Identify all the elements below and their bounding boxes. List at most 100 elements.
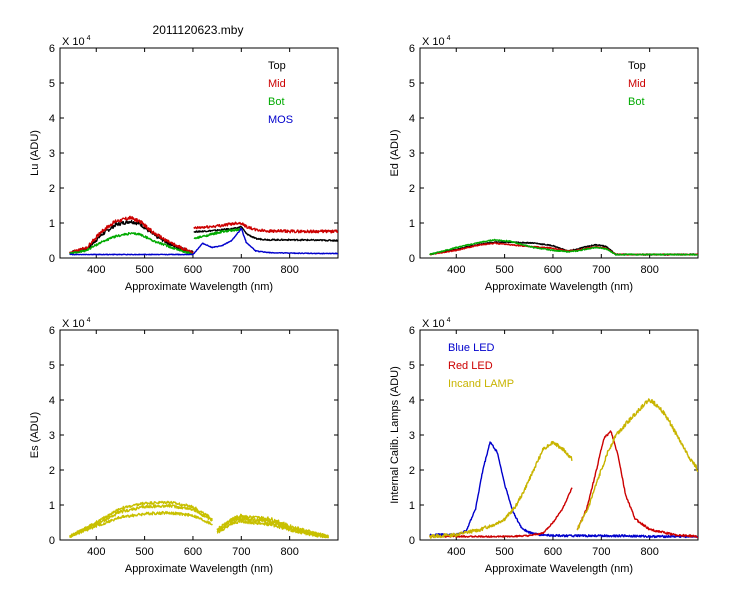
x-tick-label: 500	[135, 264, 153, 276]
series-line-top	[429, 241, 698, 256]
y-axis-label: Internal Calib. Lamps (ADU)	[389, 366, 401, 504]
chart-panel-1: 0 1 2 3 4 5 6 400 500 600 700 800 Approximate Wavele…	[29, 35, 339, 293]
y-tick-label: 0	[49, 253, 55, 265]
y-tick-label: 2	[49, 465, 55, 477]
legend-entry-mid: Mid	[628, 78, 646, 90]
series-group	[69, 215, 338, 256]
y-tick-label: 1	[409, 218, 415, 230]
legend-entry-mid: Mid	[268, 78, 286, 90]
y-tick-label: 6	[49, 325, 55, 337]
legend-entry-red-led: Red LED	[448, 360, 493, 372]
series-line-es-3	[69, 510, 213, 538]
series-line-mid	[69, 215, 194, 255]
y-tick-label: 0	[409, 253, 415, 265]
scale-factor-label: X 10 4	[62, 35, 91, 48]
x-tick-label: 500	[495, 264, 513, 276]
series-line-bot	[429, 238, 698, 256]
y-tick-label: 1	[49, 500, 55, 512]
plot-frame	[59, 329, 339, 541]
scale-factor-label: X 10 4	[62, 317, 91, 330]
x-axis-label: Approximate Wavelength (nm)	[125, 281, 273, 293]
y-tick-label: 1	[409, 500, 415, 512]
y-tick-label: 5	[409, 78, 415, 90]
x-tick-label: 800	[280, 546, 298, 558]
legend-entry-incand-lamp: Incand LAMP	[448, 378, 514, 390]
y-axis-label: Lu (ADU)	[29, 130, 41, 176]
series-line-red-led	[429, 487, 573, 538]
x-tick-label: 600	[184, 546, 202, 558]
series-group	[429, 398, 698, 539]
y-tick-label: 4	[49, 395, 55, 407]
series-line-bot	[69, 232, 194, 256]
legend-entry-top: Top	[628, 60, 646, 72]
y-tick-label: 2	[409, 465, 415, 477]
series-group	[69, 500, 329, 539]
y-tick-label: 3	[49, 430, 55, 442]
legend-entry-bot: Bot	[628, 96, 645, 108]
legend-entry-blue-led: Blue LED	[448, 342, 495, 354]
y-tick-label: 5	[409, 360, 415, 372]
x-tick-label: 700	[232, 264, 250, 276]
y-tick-label: 2	[409, 183, 415, 195]
series-line-red-led	[576, 430, 698, 539]
x-tick-label: 800	[640, 546, 658, 558]
y-tick-label: 0	[409, 535, 415, 547]
x-tick-label: 600	[184, 264, 202, 276]
x-tick-label: 800	[640, 264, 658, 276]
series-line-top	[69, 219, 194, 255]
y-tick-label: 2	[49, 183, 55, 195]
y-tick-label: 3	[409, 148, 415, 160]
chart-panel-4: 0 1 2 3 4 5 6 400 500 600 700 800 Approximate Wavele…	[389, 317, 699, 575]
series-line-es-3	[216, 518, 329, 539]
x-axis-label: Approximate Wavelength (nm)	[485, 281, 633, 293]
x-tick-label: 500	[135, 546, 153, 558]
series-line-blue-led	[429, 441, 698, 539]
x-tick-label: 800	[280, 264, 298, 276]
x-tick-label: 500	[495, 546, 513, 558]
y-tick-label: 5	[49, 78, 55, 90]
y-axis-label: Ed (ADU)	[389, 129, 401, 176]
y-tick-label: 6	[409, 325, 415, 337]
legend-entry-bot: Bot	[268, 96, 285, 108]
y-tick-label: 6	[409, 43, 415, 55]
y-tick-label: 1	[49, 218, 55, 230]
x-tick-label: 600	[544, 264, 562, 276]
y-axis-label: Es (ADU)	[29, 412, 41, 458]
y-tick-label: 3	[409, 430, 415, 442]
x-tick-label: 700	[592, 546, 610, 558]
plot-frame	[419, 47, 699, 259]
x-tick-label: 400	[447, 546, 465, 558]
x-tick-label: 400	[447, 264, 465, 276]
series-line-es-1	[216, 513, 329, 539]
x-axis-label: Approximate Wavelength (nm)	[485, 563, 633, 575]
figure-title: 2011120623.mby	[153, 23, 244, 37]
x-tick-label: 700	[232, 546, 250, 558]
series-line-mid	[193, 221, 338, 234]
series-line-es-2	[69, 503, 213, 538]
y-tick-label: 4	[409, 395, 415, 407]
x-tick-label: 600	[544, 546, 562, 558]
x-tick-label: 400	[87, 546, 105, 558]
y-tick-label: 3	[49, 148, 55, 160]
y-tick-label: 5	[49, 360, 55, 372]
series-line-top	[193, 225, 338, 242]
legend-entry-mos: MOS	[268, 114, 293, 126]
series-group	[429, 238, 698, 256]
plot-frame	[59, 47, 339, 259]
legend-entry-top: Top	[268, 60, 286, 72]
chart-panel-3: 0 1 2 3 4 5 6 400 500 600 700 800 Approximate Wavele…	[29, 317, 339, 575]
scale-factor-label: X 10 4	[422, 317, 451, 330]
y-tick-label: 4	[49, 113, 55, 125]
y-tick-label: 4	[409, 113, 415, 125]
series-line-incand-lamp	[429, 440, 573, 539]
x-axis-label: Approximate Wavelength (nm)	[125, 563, 273, 575]
series-line-mos	[69, 227, 338, 256]
x-tick-label: 400	[87, 264, 105, 276]
series-line-incand-lamp	[576, 398, 698, 531]
series-line-bot	[193, 227, 242, 240]
scale-factor-label: X 10 4	[422, 35, 451, 48]
x-tick-label: 700	[592, 264, 610, 276]
chart-panel-2: 0 1 2 3 4 5 6 400 500 600 700 800 Approximate Wavele…	[389, 35, 699, 293]
y-tick-label: 6	[49, 43, 55, 55]
